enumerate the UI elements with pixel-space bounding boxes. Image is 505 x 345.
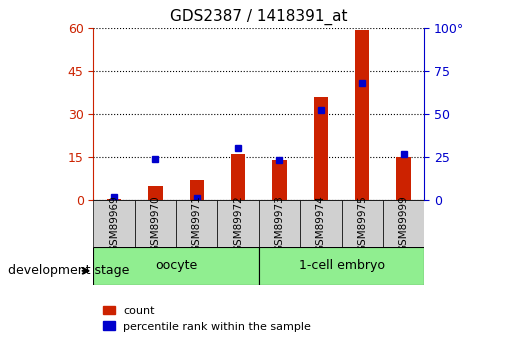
Title: GDS2387 / 1418391_at: GDS2387 / 1418391_at xyxy=(170,9,347,25)
Text: GSM89970: GSM89970 xyxy=(150,195,161,252)
Text: GSM89974: GSM89974 xyxy=(316,195,326,252)
Text: GSM89972: GSM89972 xyxy=(233,195,243,252)
Text: development stage: development stage xyxy=(8,264,129,277)
Bar xyxy=(93,247,259,285)
Bar xyxy=(189,180,204,200)
Bar xyxy=(107,199,121,200)
Bar xyxy=(259,247,424,285)
Text: GSM89969: GSM89969 xyxy=(109,195,119,252)
Bar xyxy=(300,200,341,247)
Bar xyxy=(148,186,163,200)
Legend: count, percentile rank within the sample: count, percentile rank within the sample xyxy=(99,301,316,336)
Bar xyxy=(176,200,218,247)
Bar xyxy=(231,154,245,200)
Bar xyxy=(341,200,383,247)
Bar xyxy=(93,200,135,247)
Bar xyxy=(135,200,176,247)
Bar xyxy=(396,157,411,200)
Text: oocyte: oocyte xyxy=(155,259,197,272)
Bar xyxy=(272,160,287,200)
Text: GSM89971: GSM89971 xyxy=(192,195,202,252)
Bar xyxy=(259,200,300,247)
Bar xyxy=(355,30,370,200)
Text: GSM89973: GSM89973 xyxy=(275,195,284,252)
Bar xyxy=(314,97,328,200)
Text: GSM89999: GSM89999 xyxy=(398,195,409,252)
Text: GSM89975: GSM89975 xyxy=(357,195,367,252)
Text: 1-cell embryo: 1-cell embryo xyxy=(298,259,384,272)
Bar xyxy=(383,200,424,247)
Bar xyxy=(218,200,259,247)
